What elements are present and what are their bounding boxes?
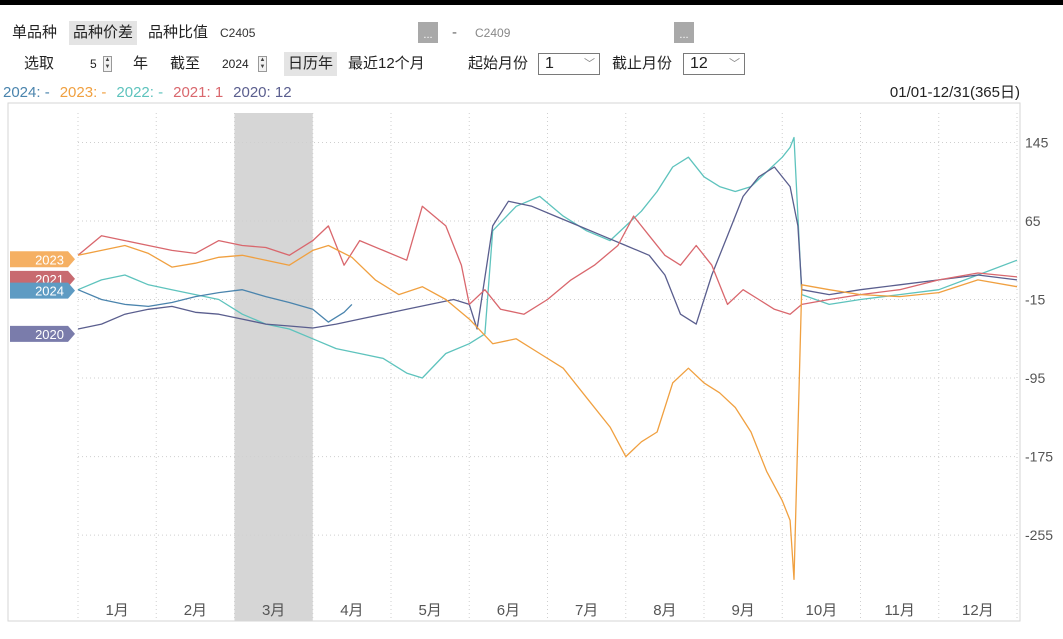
chevron-down-icon: ﹀ <box>729 58 740 70</box>
top-border <box>0 0 1063 5</box>
start-month-value: 1 <box>545 55 554 72</box>
tab-variety-ratio[interactable]: 品种比值 <box>148 24 209 41</box>
contract-a-input[interactable]: C2405 <box>215 21 440 45</box>
date-range-label: 01/01-12/31(365日) <box>889 84 1020 101</box>
chevron-down-icon: ﹀ <box>584 58 595 70</box>
end-month-label: 截止月份 <box>612 55 673 72</box>
x-tick-label: 2月 <box>184 602 207 619</box>
end-month-select[interactable]: 12 ﹀ <box>683 53 745 75</box>
tab-single-variety[interactable]: 单品种 <box>12 24 58 41</box>
start-month-label: 起始月份 <box>468 55 529 72</box>
series-line-2021 <box>77 205 1018 315</box>
contract-separator: - <box>452 24 457 41</box>
until-year-spinner[interactable]: ▲ ▼ <box>258 56 267 72</box>
toolbar-row-2: 选取 5 ▲ ▼ 年 截至 2024 ▲ ▼ 日历年 最近12个月 起始月份 1 ﹀… <box>0 52 1063 76</box>
recent-12-months-button[interactable]: 最近12个月 <box>348 55 425 72</box>
y-tick-label: -255 <box>1025 527 1053 543</box>
y-tick-label: 65 <box>1025 213 1041 229</box>
until-year-value[interactable]: 2024 <box>222 57 249 71</box>
y-tick-label: 145 <box>1025 134 1049 150</box>
x-tick-label: 11月 <box>884 602 915 619</box>
series-tag-label: 2023 <box>35 252 64 267</box>
years-unit: 年 <box>133 55 149 72</box>
series-line-2024 <box>77 289 353 323</box>
x-tick-label: 7月 <box>575 602 598 619</box>
series-tag-label: 2024 <box>35 284 64 299</box>
x-tick-label: 3月 <box>262 602 285 619</box>
x-tick-label: 4月 <box>340 602 363 619</box>
contract-b-picker-button[interactable]: ... <box>674 22 694 43</box>
chart-legend: 2024: - 2023: - 2022: - 2021: 1 2020: 12 <box>3 83 302 103</box>
y-tick-label: -95 <box>1025 370 1045 386</box>
series-line-2023 <box>77 244 1018 580</box>
series-line-2020 <box>77 166 1018 330</box>
series-tag-2024 <box>10 282 75 299</box>
y-tick-label: -175 <box>1025 449 1053 465</box>
series-tag-label: 2020 <box>35 327 64 342</box>
select-label: 选取 <box>24 55 55 72</box>
x-tick-label: 8月 <box>653 602 676 619</box>
x-tick-label: 6月 <box>497 602 520 619</box>
years-spinner[interactable]: ▲ ▼ <box>103 56 112 72</box>
end-month-value: 12 <box>690 55 708 72</box>
legend-2021: 2021: 1 <box>173 84 224 101</box>
years-value[interactable]: 5 <box>90 57 97 71</box>
y-tick-label: -15 <box>1025 292 1045 308</box>
contract-a-picker-button[interactable]: ... <box>418 22 438 43</box>
shaded-month-band <box>234 113 313 621</box>
legend-2024: 2024: - <box>3 84 50 101</box>
series-line-2022 <box>77 136 1018 379</box>
legend-2022: 2022: - <box>116 84 164 101</box>
legend-2023: 2023: - <box>59 84 107 101</box>
x-tick-label: 12月 <box>962 602 994 619</box>
x-tick-label: 1月 <box>105 602 128 619</box>
contract-b-input[interactable]: C2409 <box>470 21 695 45</box>
x-tick-label: 5月 <box>418 602 441 619</box>
tab-variety-spread[interactable]: 品种价差 <box>69 21 138 45</box>
x-tick-label: 10月 <box>806 602 838 619</box>
calendar-year-button[interactable]: 日历年 <box>284 52 338 76</box>
start-month-select[interactable]: 1 ﹀ <box>538 53 600 75</box>
until-label: 截至 <box>170 55 201 72</box>
toolbar-row-1: 单品种 品种价差 品种比值 C2405 ... - C2409 ... <box>0 21 1063 45</box>
series-tag-2023 <box>10 251 75 268</box>
legend-2020: 2020: 12 <box>233 84 292 101</box>
x-tick-label: 9月 <box>731 602 754 619</box>
series-tag-2020 <box>10 325 75 342</box>
plot-frame <box>7 102 1021 622</box>
